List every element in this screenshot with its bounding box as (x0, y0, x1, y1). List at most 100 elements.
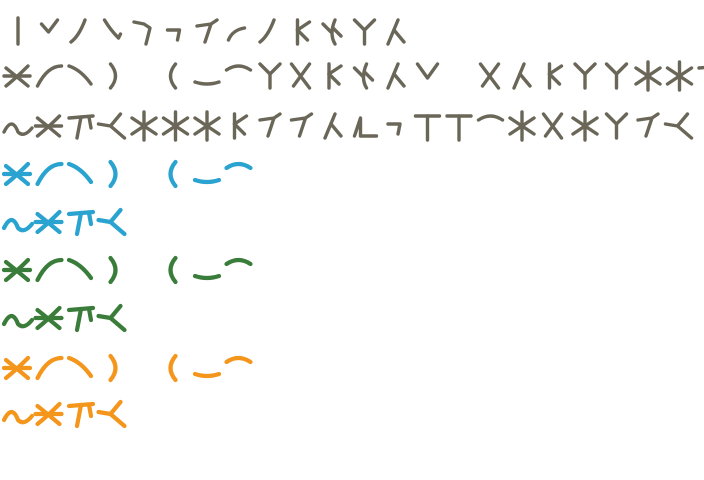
sprite-stroke (362, 70, 375, 82)
sprite-wave-low (1, 313, 35, 329)
sprite-branch-y (604, 62, 629, 90)
sprite-stroke (168, 255, 178, 285)
sprite-branch-lambda (512, 62, 532, 90)
sprite-stroke (1, 313, 35, 329)
orange-row-2 (1, 399, 127, 429)
sprite-stroke (66, 161, 94, 185)
gray-row-1 (16, 16, 406, 46)
sprite-bowl-low (192, 177, 222, 185)
sprite-slash-curve (69, 18, 87, 44)
sprite-wave-low (1, 217, 35, 233)
sprite-branch-t (697, 65, 704, 70)
sprite-fork-left (96, 303, 127, 333)
sprite-vee-small (39, 18, 60, 34)
sprite-hump (224, 355, 253, 365)
sprite-stroke (547, 64, 564, 76)
blue-row-2 (1, 207, 127, 237)
sprite-x-cross (2, 64, 32, 88)
sprite-stroke (583, 62, 597, 76)
sprite-stroke (258, 18, 276, 44)
green-row-1 (1, 255, 253, 285)
sprite-x-cross (1, 355, 33, 381)
sprite-stroke (224, 161, 253, 171)
sprite-stroke (108, 399, 123, 417)
sprite-stroke (102, 18, 123, 40)
sprite-stroke (87, 115, 93, 130)
sprite-stroke (295, 20, 312, 32)
sprite-stroke (226, 26, 247, 42)
sprite-stroke (573, 62, 587, 76)
sprite-stroke (192, 371, 222, 379)
sprite-stroke (392, 72, 406, 88)
sprite-stroke (74, 306, 84, 333)
sprite-post-t (413, 114, 442, 142)
sprite-fork-left (96, 399, 127, 429)
sprite-stroke (331, 26, 343, 38)
sprite-stroke (323, 112, 337, 140)
orange-row-1 (1, 353, 253, 383)
sprite-slash-curve (258, 18, 276, 44)
sprite-stroke (321, 22, 333, 34)
sprite-star (634, 60, 662, 92)
sprite-stroke (1, 409, 35, 425)
sprite-stroke (224, 355, 253, 365)
sprite-bowl-low (192, 371, 222, 379)
green-row-2 (1, 303, 127, 333)
sprite-layer (1, 16, 704, 429)
sprite-stroke (352, 116, 379, 138)
sprite-stroke (193, 116, 221, 136)
sprite-stroke (75, 115, 83, 140)
sprite-stroke (165, 28, 182, 42)
sprite-branch-y (604, 112, 629, 140)
sprite-paren-left (168, 159, 178, 189)
sprite-stroke (67, 64, 93, 86)
sprite-stroke (650, 112, 660, 120)
sprite-stroke (697, 65, 704, 70)
sprite-stroke (614, 112, 629, 126)
sprite-branch-x (541, 112, 564, 140)
sprite-hump (224, 64, 253, 72)
sprite-stroke (232, 122, 247, 136)
sprite-stroke (362, 18, 377, 32)
sprite-stroke (35, 64, 64, 88)
gray-row-2 (2, 60, 704, 92)
sprite-stroke (386, 62, 400, 90)
sprite-stroke (86, 402, 94, 419)
sprite-hook-small (386, 122, 402, 136)
sprite-star (193, 110, 221, 142)
sprite-hump (224, 257, 253, 267)
sprite-branch-t (66, 401, 96, 429)
sprite-paren-right (108, 159, 118, 189)
sprite-stroke (604, 112, 619, 126)
sprite-wave-low (1, 409, 35, 425)
sprite-arc-dip (67, 64, 93, 86)
sprite-vee (415, 62, 440, 80)
sprite-stroke (268, 62, 282, 76)
sprite-stroke (518, 72, 532, 88)
blue-row-1 (1, 159, 253, 189)
sprite-branch-t (67, 114, 95, 140)
sprite-hook-7 (195, 18, 219, 44)
sprite-branch-k (232, 112, 249, 140)
sprite-stroke (86, 210, 94, 227)
sprite-stroke (108, 159, 118, 189)
sprite-stroke (168, 353, 178, 383)
sprite-stroke (327, 64, 343, 76)
sprite-arc-dip (66, 355, 94, 379)
sprite-stroke (209, 18, 219, 26)
sprite-branch-k (547, 62, 564, 90)
sprite-fork-left (663, 112, 694, 140)
sprite-stroke (161, 116, 190, 136)
sprite-stroke (386, 18, 400, 46)
sprite-stroke (232, 114, 249, 126)
sprite-branch-lambda (386, 62, 406, 90)
sprite-stroke (272, 112, 282, 120)
sprite-stroke (291, 62, 312, 88)
gray-row-3 (2, 110, 694, 142)
sprite-stroke (192, 273, 222, 281)
sprite-paren-left (168, 353, 178, 383)
sprite-hook-small-2 (226, 26, 247, 42)
sprite-arc-rise (35, 64, 64, 88)
sprite-stroke (1, 217, 35, 233)
